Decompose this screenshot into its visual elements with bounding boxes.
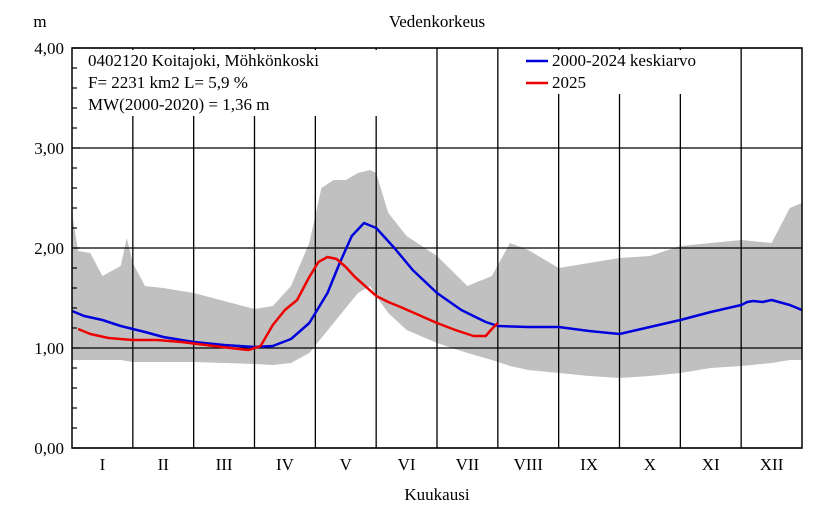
y-tick-label-2: 2,00 (34, 239, 64, 258)
y-tick-label-1: 1,00 (34, 339, 64, 358)
y-tick-label-4: 4,00 (34, 39, 64, 58)
legend-label-mean: 2000-2024 keskiarvo (552, 51, 696, 70)
station-area: F= 2231 km2 L= 5,9 % (88, 73, 248, 92)
y-tick-label-0: 0,00 (34, 439, 64, 458)
chart-title: Vedenkorkeus (389, 12, 485, 31)
series-line-1 (77, 255, 499, 352)
y-tick-label-3: 3,00 (34, 139, 64, 158)
info-box-background (80, 50, 380, 116)
station-name: 0402120 Koitajoki, Möhkönkoski (88, 51, 319, 70)
x-axis-label: Kuukausi (404, 485, 469, 504)
y-axis-label: m (33, 12, 46, 31)
month-label-7: VIII (514, 455, 544, 474)
month-label-6: VII (456, 455, 480, 474)
legend-background (522, 50, 732, 94)
month-label-8: IX (580, 455, 598, 474)
station-mean-level: MW(2000-2020) = 1,36 m (88, 95, 269, 114)
legend-label-2025: 2025 (552, 73, 586, 92)
month-label-1: II (158, 455, 170, 474)
y-axis-ticks: 0,00 1,00 2,00 3,00 4,00 (34, 39, 64, 458)
month-label-5: VI (398, 455, 416, 474)
month-label-9: X (644, 455, 656, 474)
month-label-0: I (100, 455, 106, 474)
month-label-10: XI (702, 455, 720, 474)
series-lines (71, 221, 803, 352)
month-label-4: V (340, 455, 353, 474)
month-label-11: XII (760, 455, 784, 474)
x-axis-month-labels: I II III IV V VI VII VIII IX X XI XII (100, 455, 784, 474)
month-label-2: III (216, 455, 233, 474)
month-label-3: IV (276, 455, 295, 474)
series-line-0 (71, 221, 803, 349)
y-axis-minor-ticks (72, 47, 80, 449)
